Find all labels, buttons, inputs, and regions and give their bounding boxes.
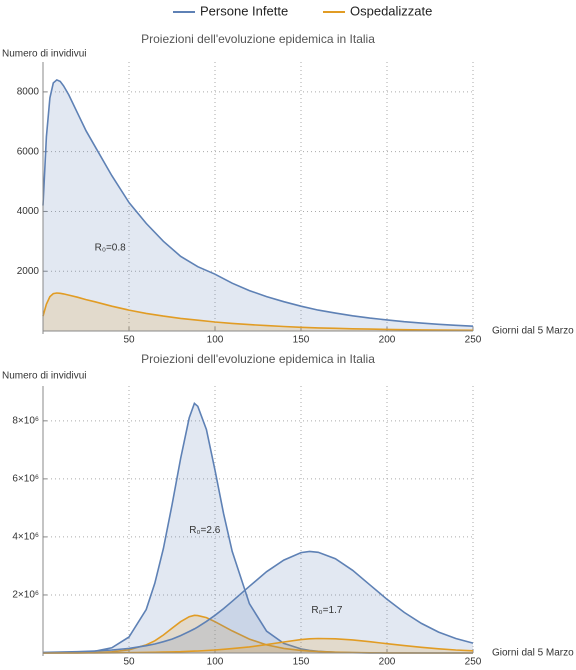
y-axis-label: Numero di invidivui bbox=[2, 371, 86, 382]
y-tick-label: 8×10⁶ bbox=[12, 415, 39, 426]
x-tick-label: 200 bbox=[379, 657, 396, 668]
y-tick-label: 6000 bbox=[17, 146, 40, 157]
annotation: R₀=0.8 bbox=[95, 242, 127, 253]
chart-title: Proiezioni dell'evoluzione epidemica in … bbox=[141, 352, 375, 366]
y-tick-label: 8000 bbox=[17, 87, 40, 98]
x-tick-label: 50 bbox=[123, 335, 135, 346]
y-tick-label: 4×10⁶ bbox=[12, 532, 39, 543]
x-tick-label: 200 bbox=[379, 335, 396, 346]
x-tick-label: 250 bbox=[465, 335, 482, 346]
x-axis-label: Giorni dal 5 Marzo bbox=[492, 326, 574, 337]
area-fill bbox=[43, 79, 473, 332]
legend-label: Ospedalizzate bbox=[350, 3, 432, 18]
x-tick-label: 100 bbox=[207, 657, 224, 668]
y-tick-label: 6×10⁶ bbox=[12, 474, 39, 485]
area-fill bbox=[43, 551, 473, 653]
x-tick-label: 100 bbox=[207, 335, 224, 346]
y-tick-label: 2000 bbox=[17, 266, 40, 277]
x-tick-label: 250 bbox=[465, 657, 482, 668]
area-fill bbox=[43, 293, 473, 331]
chart-title: Proiezioni dell'evoluzione epidemica in … bbox=[141, 32, 375, 46]
series-line bbox=[42, 550, 474, 654]
y-tick-label: 2×10⁶ bbox=[12, 590, 39, 601]
legend-label: Persone Infette bbox=[200, 3, 288, 18]
x-tick-label: 50 bbox=[123, 657, 135, 668]
annotation: R₀=2.6 bbox=[189, 525, 221, 536]
x-axis-label: Giorni dal 5 Marzo bbox=[492, 648, 574, 659]
x-tick-label: 150 bbox=[293, 657, 310, 668]
series-line bbox=[42, 292, 474, 332]
annotation: R₀=1.7 bbox=[311, 605, 343, 616]
y-tick-label: 4000 bbox=[17, 206, 40, 217]
x-tick-label: 150 bbox=[293, 335, 310, 346]
series-line bbox=[42, 78, 474, 327]
y-axis-label: Numero di invidivui bbox=[2, 49, 86, 60]
